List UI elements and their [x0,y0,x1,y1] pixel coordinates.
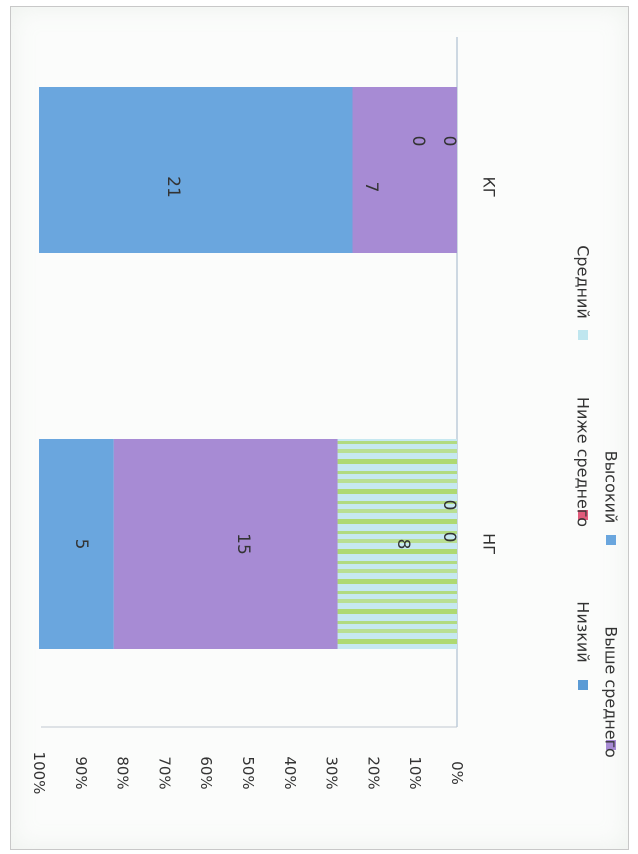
bar-segment [337,439,457,649]
category-label-ng: НГ [480,533,499,555]
y-tick-label: 60% [197,756,215,789]
data-label: 0 [439,532,459,543]
legend-label: Выше среднего [602,626,621,758]
chart: 0%10%20%30%40%50%60%70%80%90%100%0081550… [30,37,621,794]
data-label: 21 [163,176,183,198]
legend-swatch [578,680,588,690]
bar-segment [352,87,457,253]
y-tick-label: 100% [30,752,48,795]
legend-swatch [606,535,616,545]
legend-label: Средний [574,245,593,319]
legend-label: Высокий [602,451,621,524]
data-label: 15 [233,533,253,555]
chart-frame: 0% 10% 20% 30% 40% 50% 60% 70% 80% 90% 100% 0 0 8 15 5 0… [10,6,629,850]
data-label: 8 [393,539,413,550]
data-label: 0 [439,136,459,147]
y-tick-label: 70% [155,756,173,789]
plot-area: 0%10%20%30%40%50%60%70%80%90%100%0081550… [30,37,621,794]
bar-segment [39,439,114,649]
legend-label: Низкий [574,601,593,662]
y-tick-label: 80% [114,756,132,789]
y-tick-label: 90% [72,756,90,789]
legend-swatch [578,510,588,520]
y-tick-label: 10% [406,756,424,789]
data-label: 5 [71,539,91,550]
legend-swatch [606,740,616,750]
y-tick-label: 20% [364,756,382,789]
category-label-kg: КГ [480,176,499,197]
bar-segment [113,439,338,649]
y-tick-label: 50% [239,756,257,789]
bar-segment [39,87,353,253]
data-label: 0 [439,500,459,511]
data-label: 0 [408,136,428,147]
data-label: 7 [361,182,381,193]
y-tick-label: 0% [448,761,466,785]
y-tick-label: 40% [281,756,299,789]
legend-label: Ниже среднего [574,397,593,527]
legend-swatch [578,330,588,340]
y-tick-label: 30% [323,756,341,789]
